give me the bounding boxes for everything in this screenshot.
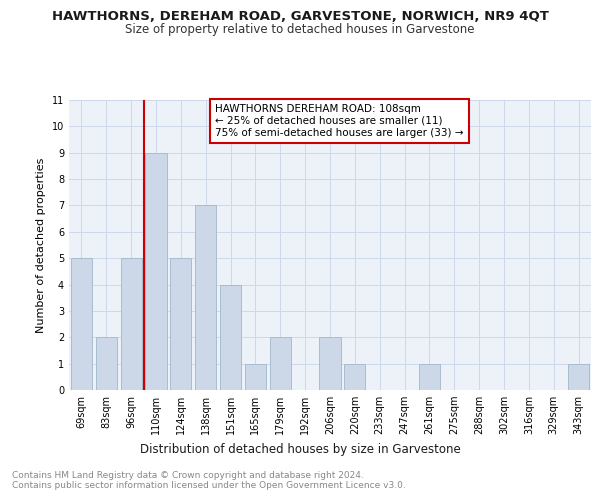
Text: Distribution of detached houses by size in Garvestone: Distribution of detached houses by size … [140,442,460,456]
Text: Contains HM Land Registry data © Crown copyright and database right 2024.
Contai: Contains HM Land Registry data © Crown c… [12,471,406,490]
Bar [344,364,365,390]
Text: HAWTHORNS DEREHAM ROAD: 108sqm
← 25% of detached houses are smaller (11)
75% of : HAWTHORNS DEREHAM ROAD: 108sqm ← 25% of … [215,104,464,138]
Text: HAWTHORNS, DEREHAM ROAD, GARVESTONE, NORWICH, NR9 4QT: HAWTHORNS, DEREHAM ROAD, GARVESTONE, NOR… [52,10,548,23]
Bar [419,364,440,390]
Text: Size of property relative to detached houses in Garvestone: Size of property relative to detached ho… [125,22,475,36]
Bar [145,152,167,390]
Bar [195,206,216,390]
Bar [568,364,589,390]
Bar [96,338,117,390]
Bar [121,258,142,390]
Bar [270,338,291,390]
Bar [170,258,191,390]
Y-axis label: Number of detached properties: Number of detached properties [37,158,46,332]
Bar [220,284,241,390]
Bar [245,364,266,390]
Bar [71,258,92,390]
Bar [319,338,341,390]
